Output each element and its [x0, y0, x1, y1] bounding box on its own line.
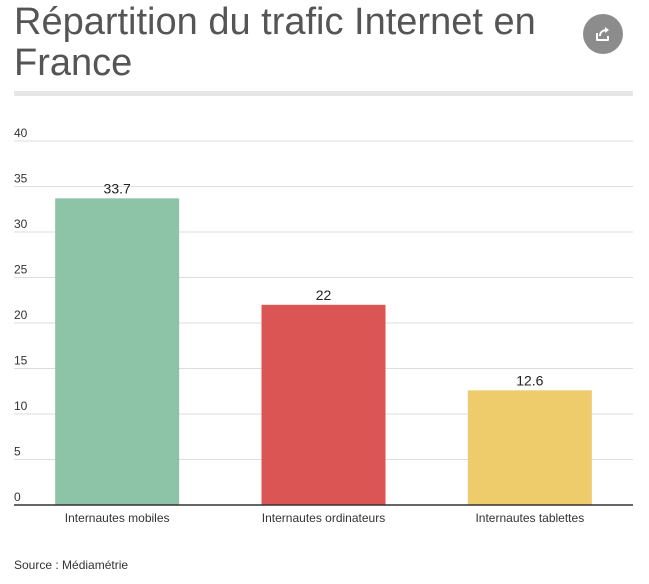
- y-tick-label: 25: [14, 263, 28, 277]
- y-tick-label: 35: [14, 172, 28, 186]
- x-category-label: Internautes mobiles: [65, 511, 170, 525]
- title-divider: [14, 91, 633, 96]
- bar-value-label: 12.6: [516, 372, 543, 388]
- share-button[interactable]: [583, 14, 623, 54]
- source-note: Source : Médiamétrie: [14, 558, 129, 572]
- x-category-label: Internautes tablettes: [475, 511, 584, 525]
- y-tick-label: 5: [14, 445, 21, 459]
- y-tick-label: 40: [14, 126, 28, 140]
- chart-title: Répartition du trafic Internet en France: [14, 1, 536, 84]
- bar: [261, 304, 386, 505]
- bar: [55, 198, 180, 505]
- y-tick-label: 15: [14, 354, 28, 368]
- y-tick-label: 30: [14, 217, 28, 231]
- y-tick-label: 0: [14, 490, 21, 504]
- bar-value-label: 22: [316, 287, 332, 303]
- bar-value-label: 33.7: [104, 180, 131, 196]
- bar: [467, 390, 592, 505]
- y-tick-label: 20: [14, 308, 28, 322]
- share-icon: [596, 27, 609, 41]
- x-category-label: Internautes ordinateurs: [262, 511, 385, 525]
- y-tick-label: 10: [14, 399, 28, 413]
